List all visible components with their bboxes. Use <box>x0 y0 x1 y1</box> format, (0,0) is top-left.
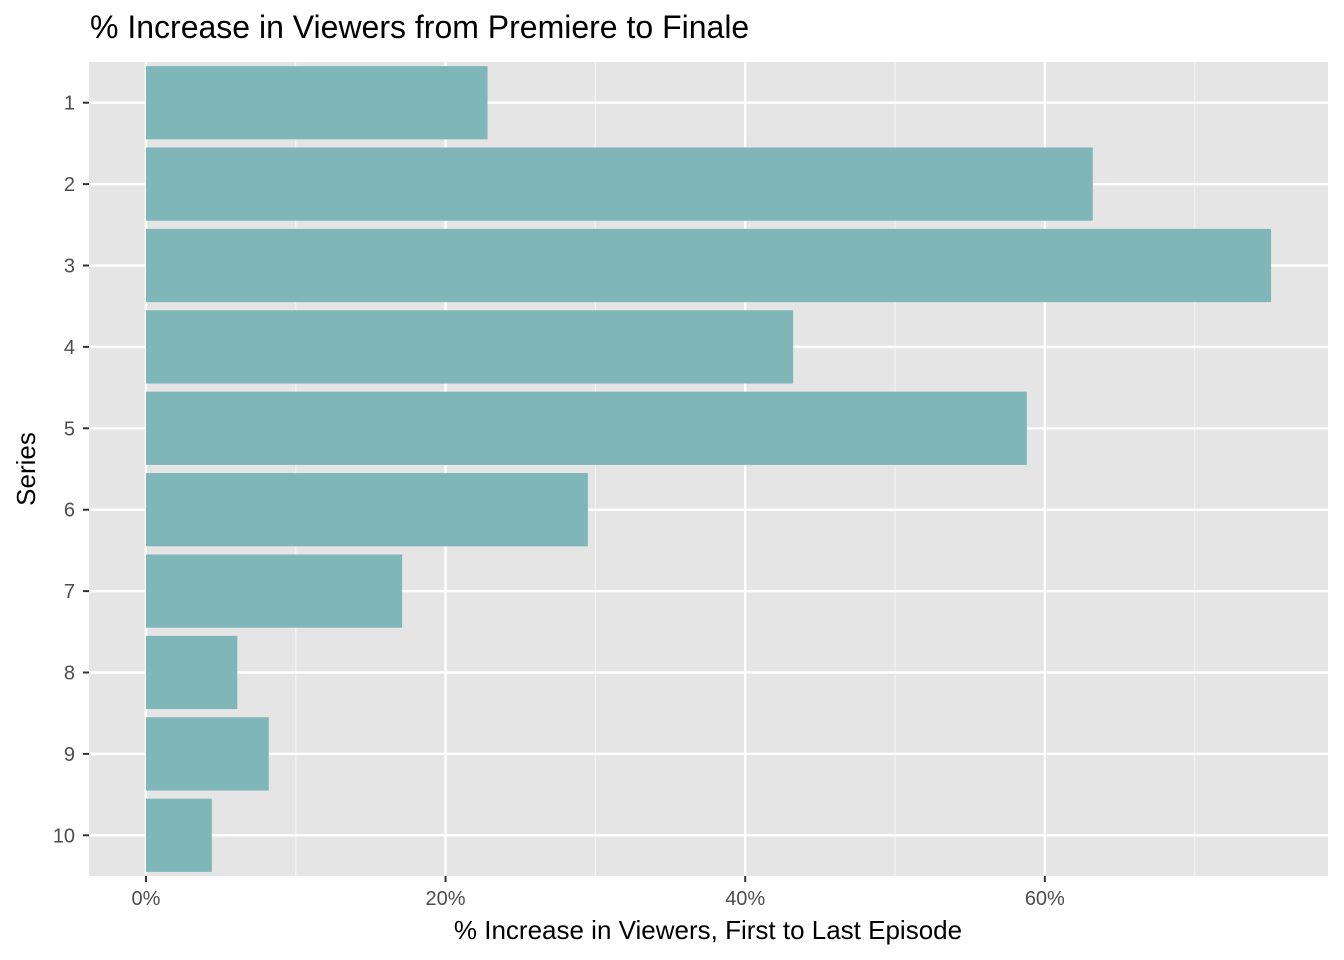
y-tick-label: 1 <box>64 93 75 115</box>
x-axis: 0% 20% 40% 60% <box>131 876 1065 910</box>
x-tick-label: 20% <box>426 888 466 910</box>
y-axis: 1 2 3 4 5 6 7 8 9 10 <box>53 93 89 848</box>
y-tick-label: 3 <box>64 256 75 278</box>
x-tick-label: 0% <box>131 888 160 910</box>
bar-series-1 <box>146 66 488 139</box>
y-axis-title: Series <box>11 432 41 506</box>
y-tick-label: 8 <box>64 663 75 685</box>
bar-series-9 <box>146 717 269 790</box>
bar-series-7 <box>146 554 402 627</box>
x-tick-label: 60% <box>1025 888 1065 910</box>
bar-series-6 <box>146 473 588 546</box>
y-tick-label: 10 <box>53 825 75 847</box>
y-tick-label: 6 <box>64 500 75 522</box>
y-tick-label: 5 <box>64 418 75 440</box>
bar-series-2 <box>146 147 1093 220</box>
bar-series-3 <box>146 229 1271 302</box>
y-tick-label: 7 <box>64 581 75 603</box>
x-tick-label: 40% <box>725 888 765 910</box>
y-tick-label: 2 <box>64 174 75 196</box>
bar-series-5 <box>146 392 1027 465</box>
chart-title: % Increase in Viewers from Premiere to F… <box>90 9 749 45</box>
x-axis-title: % Increase in Viewers, First to Last Epi… <box>454 915 962 945</box>
y-tick-label: 9 <box>64 744 75 766</box>
y-tick-label: 4 <box>64 337 75 359</box>
bar-series-4 <box>146 310 793 383</box>
bar-series-8 <box>146 636 237 709</box>
bar-series-10 <box>146 799 212 872</box>
